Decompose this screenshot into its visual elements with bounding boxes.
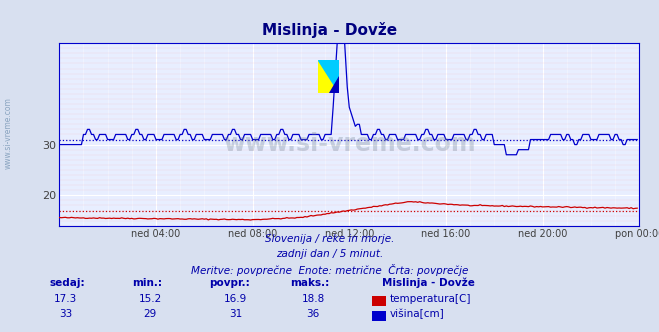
Text: zadnji dan / 5 minut.: zadnji dan / 5 minut. [276, 249, 383, 259]
Text: 16.9: 16.9 [224, 294, 248, 304]
Text: 31: 31 [229, 309, 243, 319]
Polygon shape [329, 76, 339, 93]
Text: 17.3: 17.3 [54, 294, 78, 304]
Text: 36: 36 [306, 309, 320, 319]
Text: višina[cm]: višina[cm] [390, 309, 445, 319]
Text: Meritve: povprečne  Enote: metrične  Črta: povprečje: Meritve: povprečne Enote: metrične Črta:… [191, 264, 468, 276]
Text: 33: 33 [59, 309, 72, 319]
Text: sedaj:: sedaj: [49, 278, 85, 288]
Polygon shape [318, 60, 339, 93]
Text: maks.:: maks.: [290, 278, 330, 288]
Text: Mislinja - Dovže: Mislinja - Dovže [382, 277, 475, 288]
Text: www.si-vreme.com: www.si-vreme.com [4, 97, 13, 169]
Text: 18.8: 18.8 [301, 294, 325, 304]
Text: 29: 29 [144, 309, 157, 319]
Text: min.:: min.: [132, 278, 162, 288]
Text: Mislinja - Dovže: Mislinja - Dovže [262, 22, 397, 38]
Text: Slovenija / reke in morje.: Slovenija / reke in morje. [265, 234, 394, 244]
Text: temperatura[C]: temperatura[C] [390, 294, 472, 304]
Text: www.si-vreme.com: www.si-vreme.com [223, 131, 476, 156]
Text: 15.2: 15.2 [138, 294, 162, 304]
Polygon shape [318, 60, 339, 93]
Text: povpr.:: povpr.: [210, 278, 250, 288]
